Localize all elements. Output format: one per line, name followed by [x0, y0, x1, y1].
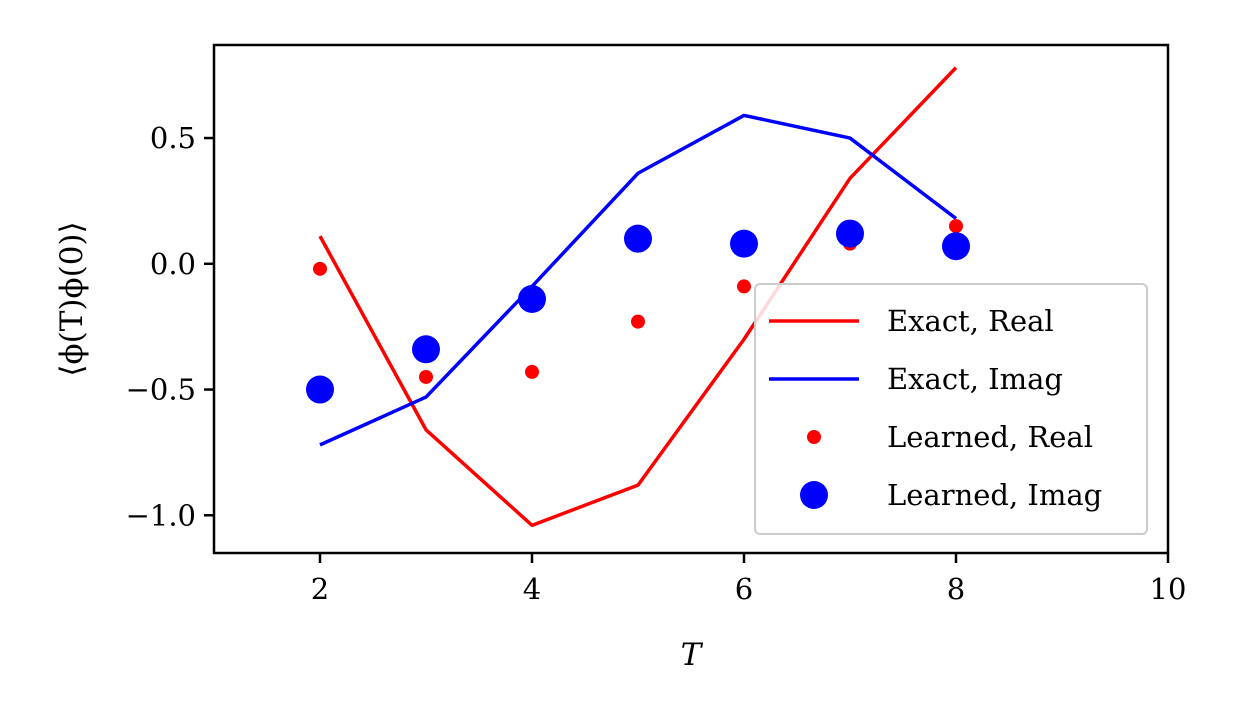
x-tick-label: 8	[947, 572, 965, 606]
y-tick-label: −0.5	[126, 373, 196, 407]
legend-label-learned-imag: Learned, Imag	[887, 478, 1102, 512]
legend-label-learned-real: Learned, Real	[887, 420, 1093, 454]
legend-label-exact-real: Exact, Real	[887, 304, 1054, 338]
data-point-learned-real	[949, 219, 963, 234]
data-point-learned-real	[631, 314, 645, 329]
data-point-learned-imag	[624, 224, 652, 253]
x-axis-label: T	[681, 637, 704, 673]
plot-marks	[306, 66, 970, 528]
data-point-learned-real	[525, 364, 539, 379]
data-point-learned-imag	[730, 229, 758, 258]
y-tick-label: −1.0	[126, 498, 196, 532]
data-point-learned-imag	[412, 335, 440, 364]
x-axis: 2 4 6 8 10	[311, 553, 1187, 606]
x-tick-label: 10	[1150, 572, 1187, 606]
legend-swatch-learned-real	[807, 430, 821, 444]
data-point-learned-real	[737, 279, 751, 294]
legend: Exact, Real Exact, Imag Learned, Real Learn…	[754, 283, 1148, 535]
series-line-exact-real	[318, 66, 958, 528]
plot-frame	[212, 43, 1170, 555]
series-line-exact-imag	[319, 113, 958, 447]
data-point-learned-imag	[518, 285, 546, 313]
x-tick-label: 4	[523, 572, 541, 606]
x-tick-label: 6	[735, 572, 753, 606]
data-point-learned-real	[419, 369, 433, 384]
data-point-learned-real	[313, 261, 327, 276]
y-tick-label: 0.5	[150, 121, 196, 155]
y-tick-label: 0.0	[150, 247, 196, 281]
x-tick-label: 2	[311, 572, 329, 606]
legend-swatch-learned-imag	[800, 481, 828, 509]
y-axis-label: ⟨ϕ(T)ϕ(0)⟩	[54, 221, 90, 376]
data-point-learned-imag	[942, 232, 970, 261]
y-axis: 0.5 0.0 −0.5 −1.0	[126, 121, 214, 532]
legend-label-exact-imag: Exact, Imag	[887, 362, 1063, 396]
data-point-learned-imag	[836, 219, 864, 248]
legend-frame	[754, 283, 1148, 535]
data-point-learned-imag	[306, 375, 334, 404]
